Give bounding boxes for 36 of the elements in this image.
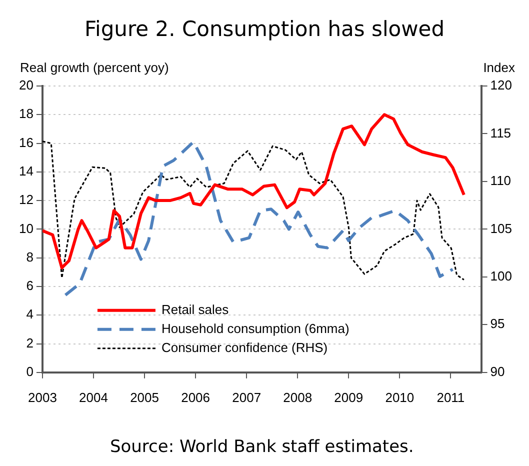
y-tick-label: 6 [26,278,34,294]
x-tick-label: 2005 [130,390,159,405]
y2-tick-label: 90 [490,364,505,379]
x-tick-label: 2006 [181,390,210,405]
y-tick-label: 8 [26,249,34,264]
y-tick-label: 12 [18,192,34,208]
x-tick-label: 2011 [436,390,465,405]
x-tick-label: 2008 [283,390,312,405]
legend-label: Consumer confidence (RHS) [161,340,328,355]
y2-tick-label: 105 [490,220,512,236]
y-tick-label: 10 [18,220,34,236]
x-tick-label: 2010 [385,390,414,405]
y2-axis-title: Index [483,60,516,75]
y-tick-label: 16 [18,134,34,150]
x-tick-label: 2004 [79,390,108,405]
line-series [64,140,454,297]
chart-title: Figure 2. Consumption has slowed [84,17,445,41]
line-series [42,140,465,281]
y2-tick-label: 115 [490,125,512,140]
x-tick-label: 2009 [334,390,364,405]
y-tick-label: 2 [26,335,34,350]
x-tick-label: 2007 [232,390,262,405]
y-tick-label: 20 [18,78,34,93]
y2-tick-label: 100 [490,268,512,284]
legend-label: Household consumption (6mma) [161,320,350,336]
y2-tick-label: 110 [490,173,512,188]
y-axis-title: Real growth (percent yoy) [20,60,169,75]
y2-tick-label: 120 [490,78,512,93]
source-note: Source: World Bank staff estimates. [110,437,414,457]
legend-label: Retail sales [161,302,230,317]
y-tick-label: 18 [18,106,34,122]
y2-tick-label: 95 [490,316,505,332]
y-tick-label: 4 [26,306,34,322]
y-tick-label: 14 [18,164,34,178]
x-tick-label: 2003 [28,390,57,405]
y-tick-label: 0 [26,364,34,379]
